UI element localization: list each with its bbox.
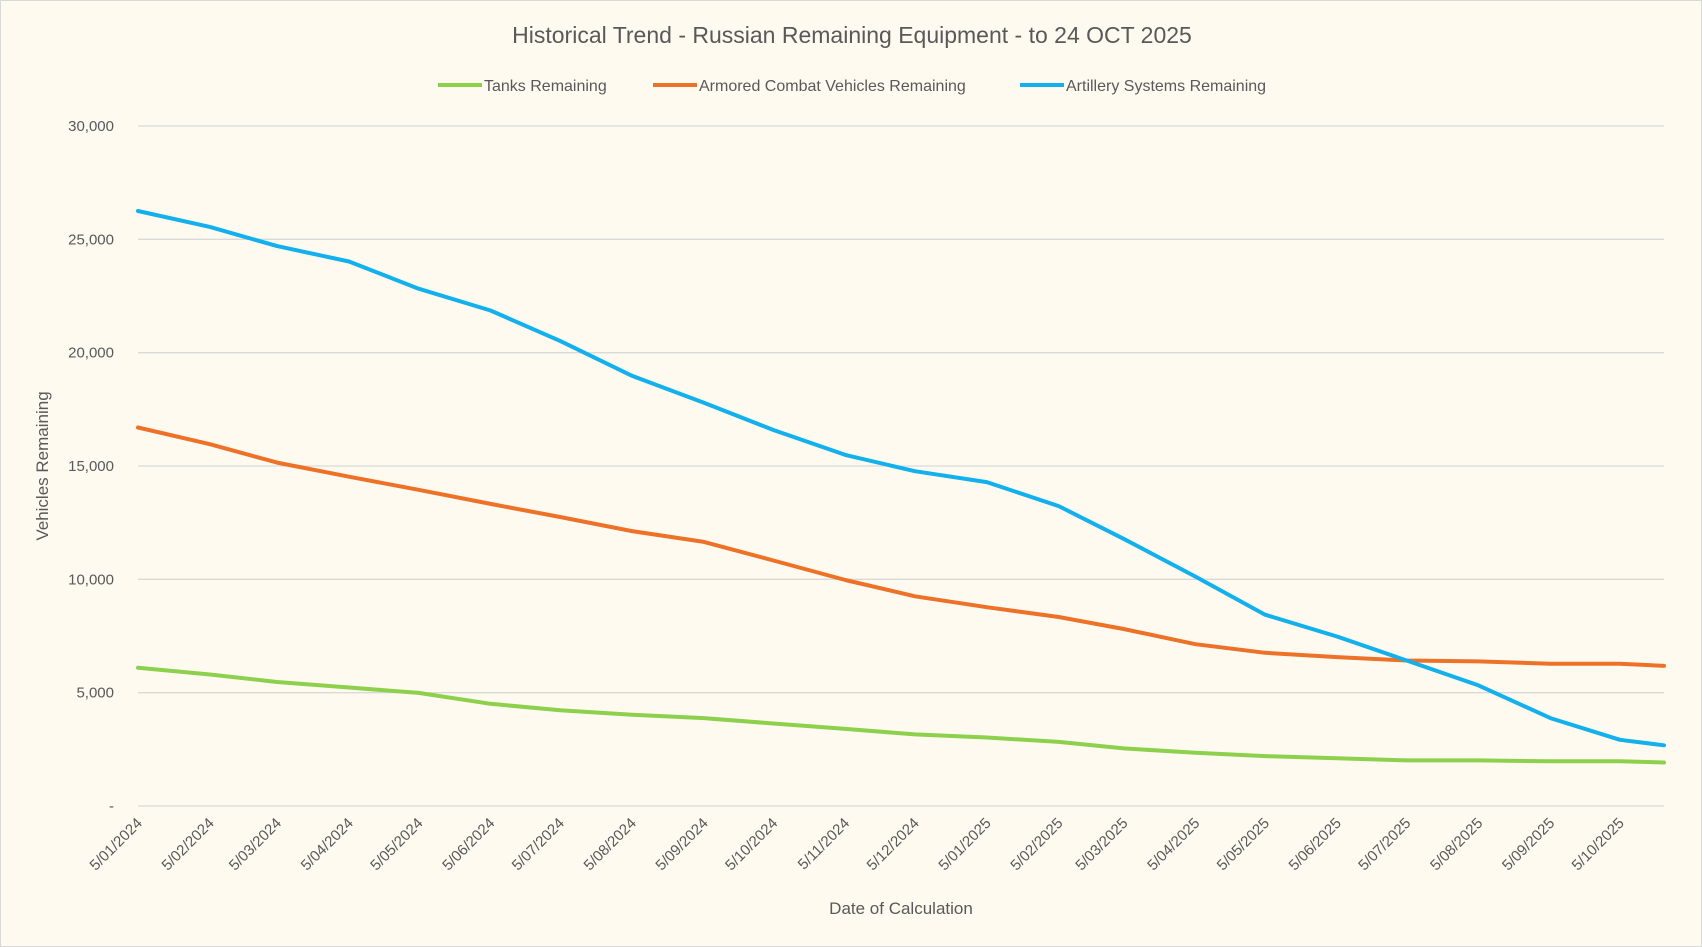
x-tick-label: 5/12/2024	[864, 815, 923, 874]
x-tick-label: 5/06/2025	[1286, 815, 1345, 874]
x-tick-label: 5/01/2025	[935, 815, 994, 874]
legend-label: Armored Combat Vehicles Remaining	[699, 78, 966, 95]
legend-item: Artillery Systems Remaining	[1020, 78, 1266, 95]
x-tick-label: 5/04/2024	[298, 815, 357, 874]
x-tick-label: 5/08/2024	[581, 815, 640, 874]
x-tick-label: 5/04/2025	[1144, 815, 1203, 874]
legend-label: Artillery Systems Remaining	[1066, 78, 1266, 95]
y-tick-label: -	[109, 798, 114, 815]
y-tick-label: 10,000	[68, 571, 114, 588]
x-tick-label: 5/02/2025	[1007, 815, 1066, 874]
y-tick-label: 25,000	[68, 231, 114, 248]
series-lines	[136, 209, 1666, 765]
x-tick-label: 5/03/2024	[226, 815, 285, 874]
legend: Tanks Remaining Armored Combat Vehicles R…	[438, 78, 1266, 95]
x-axis-ticks: 5/01/2024 5/02/2024 5/03/2024 5/04/2024 5/05…	[87, 815, 1628, 874]
x-tick-label: 5/06/2024	[439, 815, 498, 874]
y-tick-label: 5,000	[76, 685, 114, 702]
y-tick-label: 30,000	[68, 118, 114, 135]
x-tick-label: 5/03/2025	[1072, 815, 1131, 874]
series-line-2	[136, 209, 1666, 748]
x-tick-label: 5/07/2024	[509, 815, 568, 874]
x-tick-label: 5/11/2024	[795, 815, 853, 873]
x-tick-label: 5/02/2024	[159, 815, 218, 874]
x-tick-label: 5/09/2024	[652, 815, 711, 874]
x-tick-label: 5/10/2025	[1569, 815, 1628, 874]
y-axis-label: Vehicles Remaining	[33, 391, 52, 540]
series-line-0	[136, 665, 1666, 765]
legend-label: Tanks Remaining	[484, 78, 607, 95]
legend-item: Tanks Remaining	[438, 78, 607, 95]
y-axis-ticks: - 5,000 10,000 15,000 20,000 25,000 30,000	[68, 118, 114, 815]
x-tick-label: 5/05/2025	[1214, 815, 1273, 874]
x-tick-label: 5/01/2024	[87, 815, 146, 874]
x-axis-label: Date of Calculation	[829, 899, 973, 918]
y-tick-label: 15,000	[68, 458, 114, 475]
x-tick-label: 5/10/2024	[722, 815, 781, 874]
y-tick-label: 20,000	[68, 345, 114, 362]
chart-title: Historical Trend - Russian Remaining Equ…	[512, 22, 1192, 48]
x-tick-label: 5/09/2025	[1499, 815, 1558, 874]
x-tick-label: 5/08/2025	[1427, 815, 1486, 874]
x-tick-label: 5/07/2025	[1355, 815, 1414, 874]
legend-item: Armored Combat Vehicles Remaining	[653, 78, 966, 95]
series-line-1	[136, 425, 1666, 668]
x-tick-label: 5/05/2024	[367, 815, 426, 874]
